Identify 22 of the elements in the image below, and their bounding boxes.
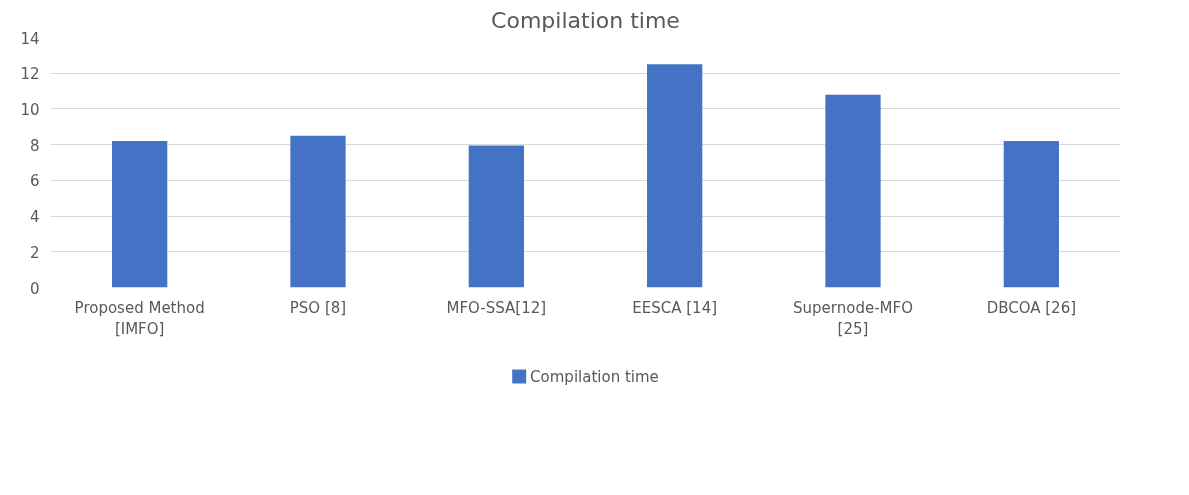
bar bbox=[1003, 141, 1059, 288]
bar bbox=[468, 145, 524, 288]
y-tick-label: 10 bbox=[20, 100, 40, 119]
x-tick-label: PSO [8] bbox=[289, 298, 347, 317]
bar bbox=[112, 141, 168, 288]
y-tick-label: 6 bbox=[29, 172, 40, 191]
bar bbox=[290, 135, 346, 288]
x-tick-label: Supernode-MFO [25] bbox=[793, 298, 913, 339]
bar bbox=[825, 94, 881, 288]
chart-title: Compilation time bbox=[491, 7, 680, 33]
x-tick-label: MFO-SSA[12] bbox=[446, 298, 547, 317]
legend-label: Compilation time bbox=[530, 367, 659, 386]
bar bbox=[647, 64, 703, 288]
x-tick-label: Proposed Method [IMFO] bbox=[74, 298, 205, 339]
y-tick-label: 14 bbox=[20, 29, 40, 48]
y-tick-label: 4 bbox=[29, 208, 40, 227]
x-tick-label: EESCA [14] bbox=[632, 298, 718, 317]
x-tick-label: DBCOA [26] bbox=[986, 298, 1077, 317]
y-tick-label: 12 bbox=[20, 65, 40, 84]
y-tick-label: 0 bbox=[29, 279, 40, 298]
y-tick-label: 2 bbox=[29, 243, 40, 262]
y-tick-label: 8 bbox=[29, 136, 40, 155]
